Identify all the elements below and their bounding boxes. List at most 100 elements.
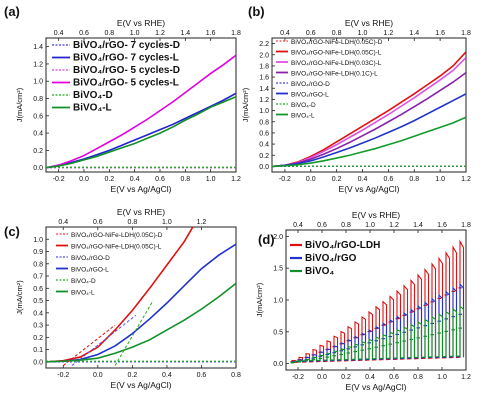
y-tick-label: 0.2 (259, 153, 269, 160)
panel-letter: (b) (248, 4, 265, 19)
y-axis-label: J(mA/cm²) (241, 87, 250, 122)
top-tick-label: 0.8 (104, 30, 114, 37)
y-tick-label: 0.9 (33, 249, 43, 256)
top-tick-label: 0.8 (341, 222, 351, 229)
x-tick-label: 0.2 (104, 176, 114, 183)
plot-area (46, 54, 236, 169)
panel-c: (c) -0.2 0.0 0.2 0.4 0.6 0.8 0.4 0.6 0.8 1.0 1.2 0.0… (4, 207, 241, 390)
y-tick-label: 0.0 (33, 359, 43, 366)
x-tick-label: 0.6 (155, 176, 165, 183)
legend-label: BiVO₄/rGO-D (71, 255, 110, 262)
x-tick-label: 0.0 (79, 176, 89, 183)
y-tick-label: 0.4 (259, 142, 269, 149)
y-tick-label: 0.8 (33, 261, 43, 268)
x-tick-label: 0.4 (130, 176, 140, 183)
top-tick-label: 1.6 (435, 30, 445, 37)
tangent-line (114, 300, 154, 366)
top-tick-label: 1.2 (389, 222, 399, 229)
top-tick-label: 0.4 (280, 30, 290, 37)
y-tick-label: 0.7 (33, 274, 43, 281)
top-tick-label: 1.4 (180, 30, 190, 37)
legend-label: BiVO₄-D (291, 102, 316, 109)
top-axis-label: E(V vs RHE) (345, 18, 393, 28)
x-tick-label: 1.2 (461, 176, 471, 183)
series-line (272, 93, 466, 168)
tangent-line (62, 324, 116, 366)
top-tick-label: 1.6 (437, 222, 447, 229)
x-tick-label: 0.6 (389, 374, 399, 381)
y-tick-label: 1.6 (259, 75, 269, 82)
plot-area (290, 239, 465, 364)
legend-label: BiVO₄/rGO-LDH (305, 240, 380, 251)
x-tick-label: 0.0 (93, 372, 103, 379)
x-tick-label: 0.2 (127, 372, 137, 379)
top-tick-label: 0.4 (58, 219, 68, 226)
plot-area (46, 227, 236, 366)
x-tick-label: 0.8 (413, 374, 423, 381)
panel-a: (a) -0.2 0.0 0.2 0.4 0.6 0.8 1.0 1.2 0.4 0.6 0.8 1.0… (4, 4, 241, 194)
legend-label: BiVO₄/rGO- 7 cycles-D (73, 40, 180, 51)
y-tick-label: 0.4 (33, 310, 43, 317)
legend-label: BiVO₄-D (73, 90, 113, 101)
top-tick-label: 0.4 (54, 30, 64, 37)
y-tick-label: 2.0 (259, 52, 269, 59)
x-tick-label: -0.2 (292, 374, 304, 381)
top-tick-label: 1.8 (461, 222, 471, 229)
top-axis-label: E(V vs RHE) (117, 207, 165, 217)
top-tick-label: 1.6 (206, 30, 216, 37)
x-tick-label: 0.8 (231, 372, 241, 379)
y-tick-label: 2.0 (273, 234, 283, 241)
y-tick-label: 0.0 (33, 165, 43, 172)
y-tick-label: 0.3 (33, 323, 43, 330)
x-tick-label: 0.4 (365, 374, 375, 381)
top-tick-label: 1.0 (130, 30, 140, 37)
x-tick-label: 0.2 (341, 374, 351, 381)
tangent-line (71, 314, 137, 366)
panel-b: (b) -0.2 0.0 0.2 0.4 0.6 0.8 1.0 1.2 0.4 0.6 0.8 1.0… (241, 4, 471, 194)
series-line (46, 92, 236, 169)
plot-frame (45, 226, 237, 369)
legend-label: BiVO₄-L (71, 290, 95, 297)
top-tick-label: 1.0 (358, 30, 368, 37)
y-tick-label: 0.6 (259, 130, 269, 137)
y-tick-label: 0.5 (33, 298, 43, 305)
top-tick-label: 0.8 (332, 30, 342, 37)
legend-label: BiVO₄/rGO-NiFe-LDH(0.03C)-L (291, 60, 382, 67)
x-tick-label: 0.0 (317, 374, 327, 381)
y-tick-label: 1.0 (33, 237, 43, 244)
top-tick-label: 0.6 (306, 30, 316, 37)
y-tick-label: 1.2 (33, 61, 43, 68)
plot-frame (45, 37, 237, 173)
y-tick-label: 0.1 (33, 347, 43, 354)
series-line (46, 54, 236, 169)
y-tick-label: 0.6 (33, 113, 43, 120)
panel-letter: (a) (4, 4, 20, 19)
top-tick-label: 0.8 (127, 219, 137, 226)
x-tick-label: 1.2 (231, 176, 241, 183)
y-tick-label: 1.0 (33, 79, 43, 86)
y-tick-label: 0.2 (33, 335, 43, 342)
y-tick-label: 1.4 (33, 44, 43, 51)
legend-label: BiVO₄-L (291, 113, 315, 120)
x-tick-label: 0.6 (197, 372, 207, 379)
top-tick-label: 1.0 (365, 222, 375, 229)
top-tick-label: 1.2 (384, 30, 394, 37)
top-tick-label: 0.6 (79, 30, 89, 37)
top-axis-label: E(V vs RHE) (117, 18, 165, 28)
x-tick-label: 1.0 (206, 176, 216, 183)
legend-label: BiVO₄-D (71, 278, 96, 285)
x-axis-label: E(V vs Ag/AgCl) (111, 380, 172, 390)
top-tick-label: 0.4 (293, 222, 303, 229)
y-tick-label: 1.4 (259, 86, 269, 93)
plot-frame (271, 37, 467, 173)
top-tick-label: 1.4 (413, 222, 423, 229)
legend-label: BiVO₄ (305, 266, 334, 277)
top-tick-label: 0.6 (317, 222, 327, 229)
x-axis-label: E(V vs Ag/AgCl) (339, 184, 400, 194)
series-line (46, 96, 236, 169)
top-tick-label: 1.2 (197, 219, 207, 226)
top-tick-label: 1.2 (155, 30, 165, 37)
series-line (291, 282, 465, 363)
legend-label: BiVO₄/rGO-D (291, 81, 330, 88)
